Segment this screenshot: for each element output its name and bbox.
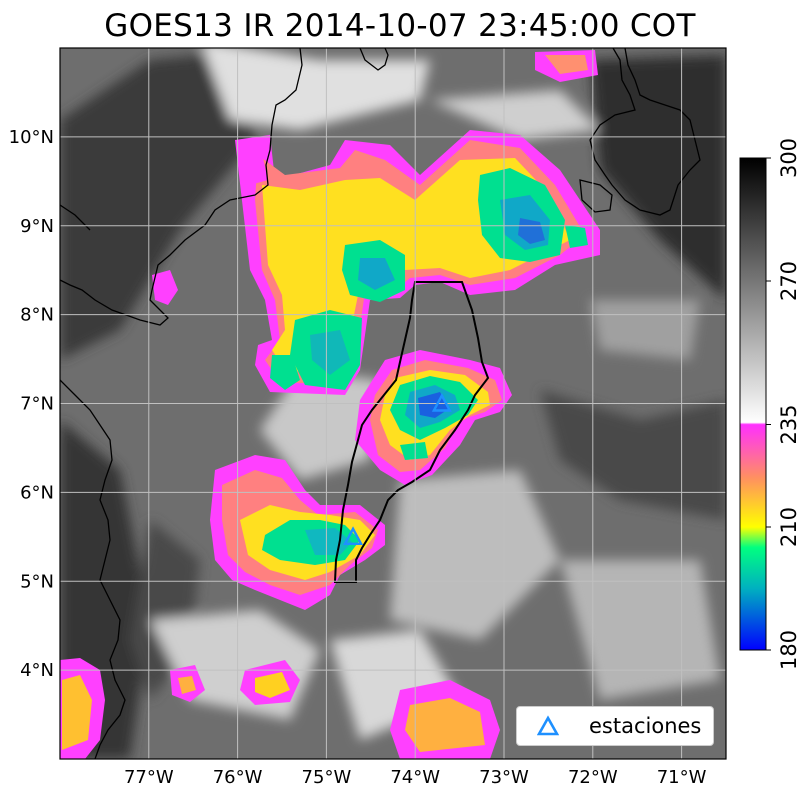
colorbar-tick-label: 180 <box>777 630 800 670</box>
colorbar-tick-label: 300 <box>777 138 800 178</box>
legend-label: estaciones <box>589 714 701 738</box>
stations-legend: estaciones <box>516 706 714 746</box>
colorbar-tick-label: 270 <box>777 261 800 301</box>
lon-tick-label: 76°W <box>213 767 263 788</box>
colorbar-tick-label: 235 <box>777 404 800 444</box>
lon-tick-label: 77°W <box>124 767 174 788</box>
lat-tick-label: 5°N <box>20 571 54 592</box>
lon-tick-label: 72°W <box>568 767 618 788</box>
lat-tick-label: 9°N <box>20 216 54 237</box>
lon-tick-label: 74°W <box>390 767 440 788</box>
lat-tick-label: 8°N <box>20 305 54 326</box>
latitude-labels: 4°N 5°N 6°N 7°N 8°N 9°N 10°N <box>9 127 54 681</box>
lat-tick-label: 6°N <box>20 482 54 503</box>
longitude-labels: 77°W 76°W 75°W 74°W 73°W 72°W 71°W <box>124 767 707 788</box>
lon-tick-label: 73°W <box>479 767 529 788</box>
lon-tick-label: 71°W <box>657 767 707 788</box>
satellite-ir-image <box>60 40 726 759</box>
lat-tick-label: 7°N <box>20 394 54 415</box>
station-triangle-icon <box>537 715 559 737</box>
colorbar-tick-label: 210 <box>777 507 800 547</box>
colorbar: 180 210 235 270 300 <box>740 138 800 670</box>
lon-tick-label: 75°W <box>302 767 352 788</box>
lat-tick-label: 10°N <box>9 127 54 148</box>
lat-tick-label: 4°N <box>20 660 54 681</box>
